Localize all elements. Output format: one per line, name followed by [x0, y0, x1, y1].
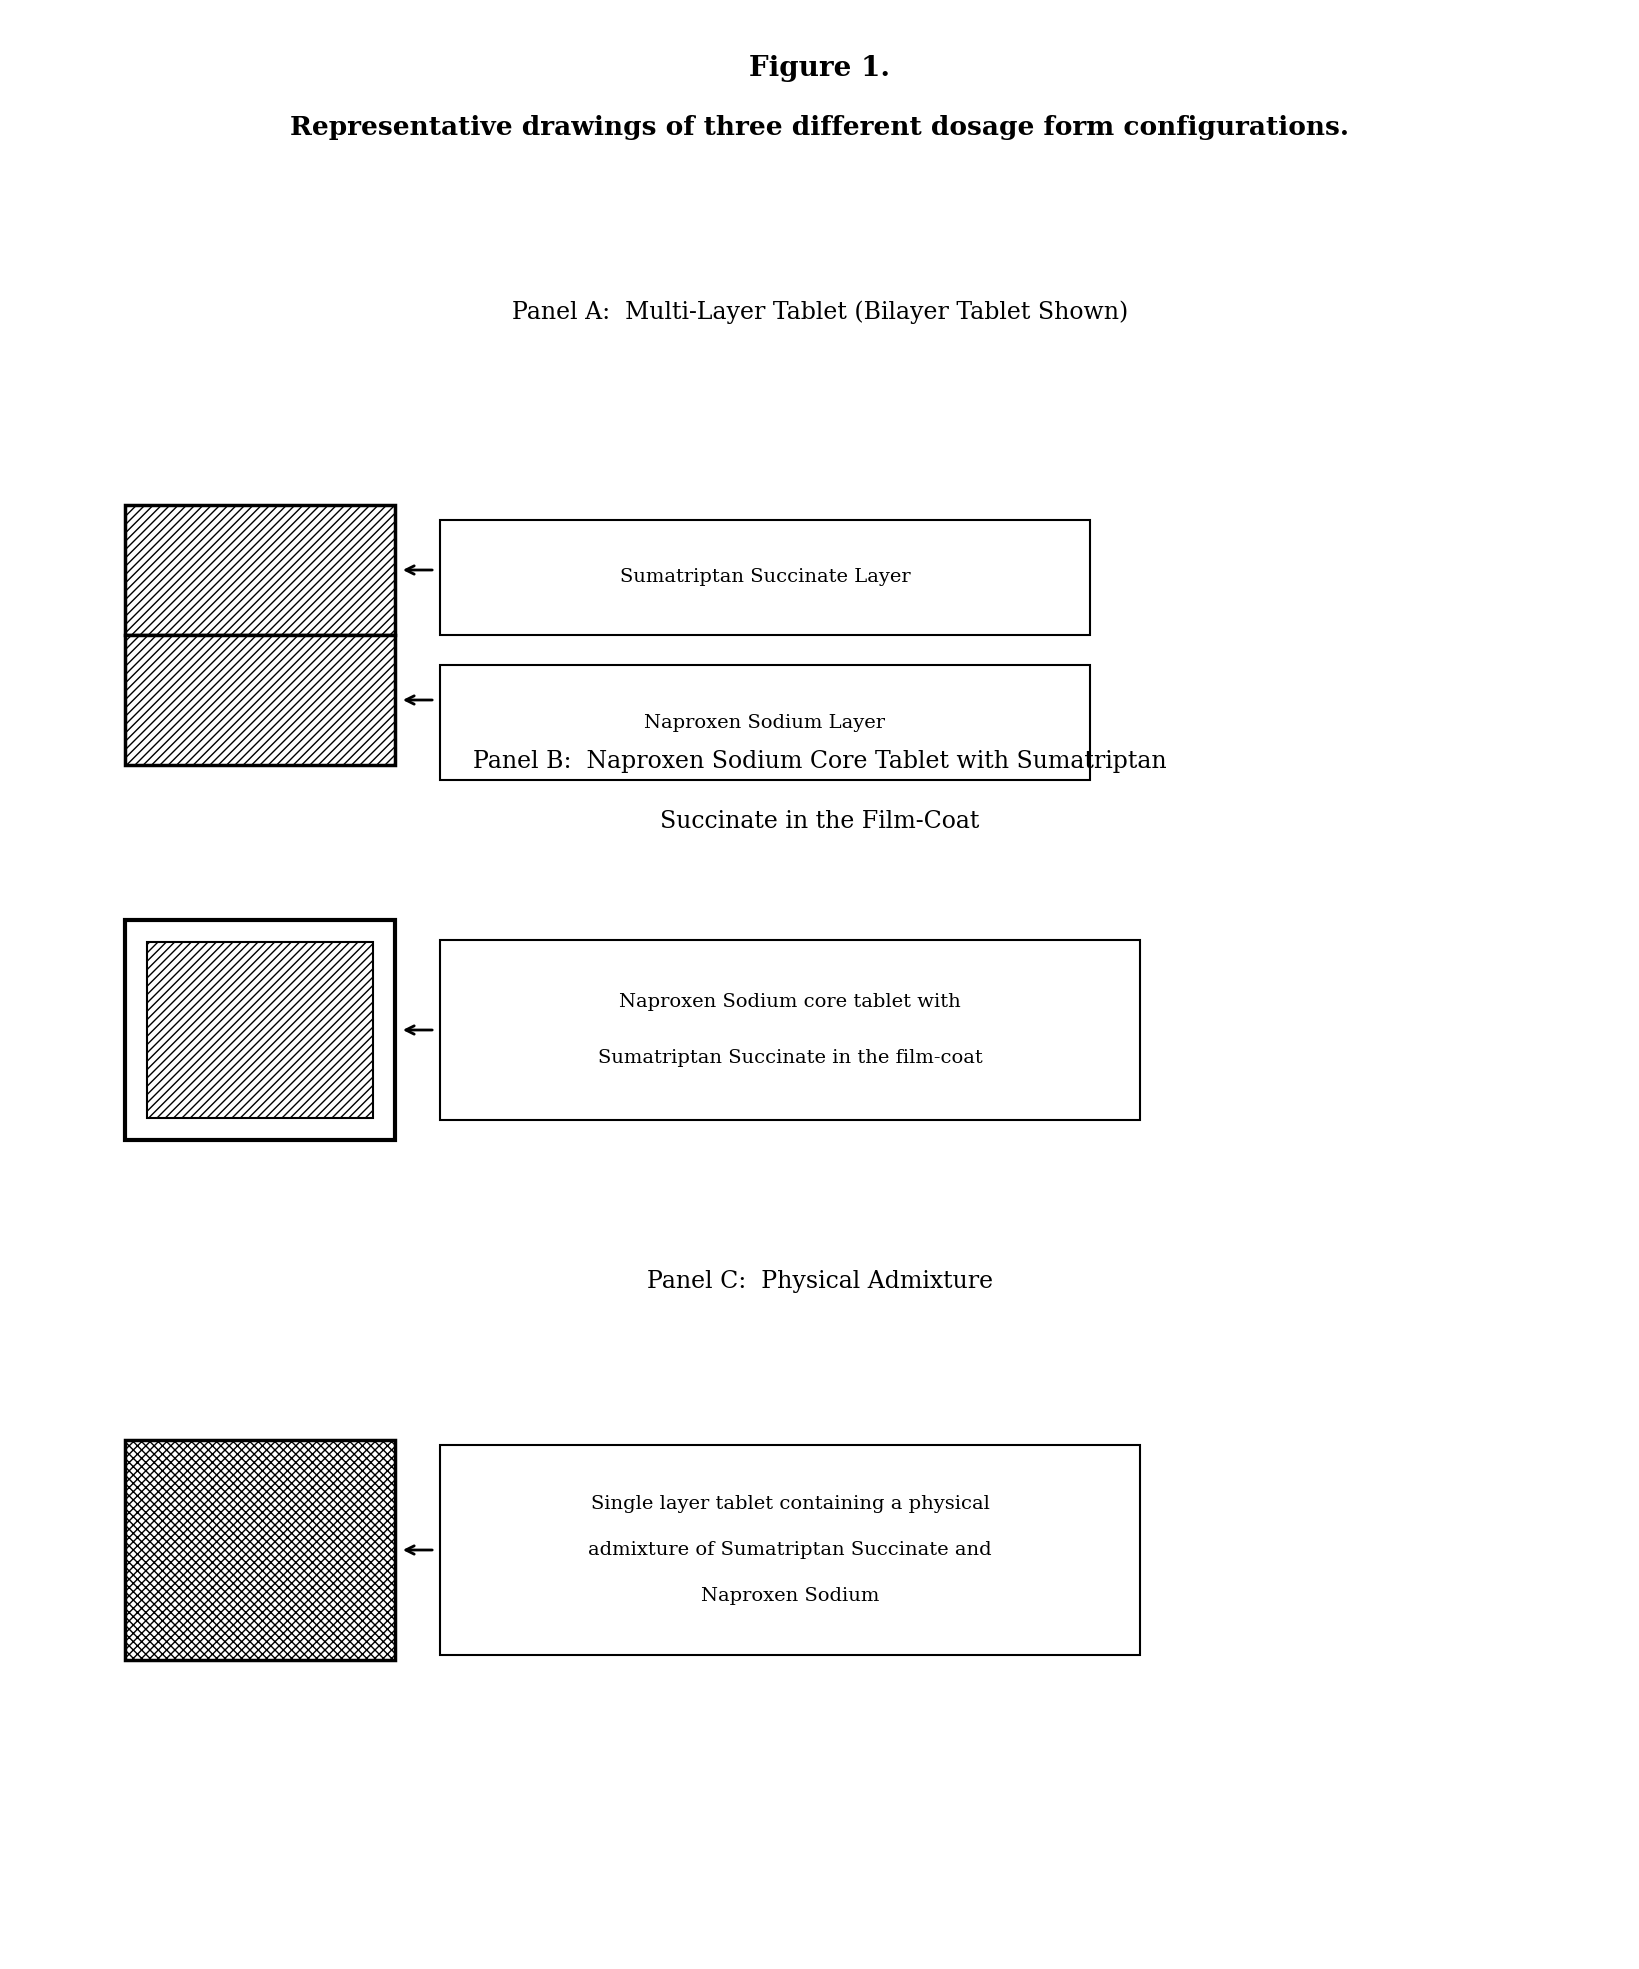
Text: Representative drawings of three different dosage form configurations.: Representative drawings of three differe… [290, 114, 1349, 140]
Text: Figure 1.: Figure 1. [749, 55, 890, 83]
Text: admixture of Sumatriptan Succinate and: admixture of Sumatriptan Succinate and [588, 1542, 992, 1559]
Text: Single layer tablet containing a physical: Single layer tablet containing a physica… [590, 1494, 988, 1512]
Bar [148, 941, 372, 1118]
Text: Sumatriptan Succinate Layer: Sumatriptan Succinate Layer [620, 569, 910, 587]
Text: Naproxen Sodium core tablet with: Naproxen Sodium core tablet with [620, 992, 960, 1010]
Bar [125, 504, 395, 634]
Text: Panel C:  Physical Admixture: Panel C: Physical Admixture [646, 1270, 993, 1294]
Bar [439, 1445, 1139, 1656]
Text: Sumatriptan Succinate in the film-coat: Sumatriptan Succinate in the film-coat [597, 1049, 982, 1067]
Text: Naproxen Sodium: Naproxen Sodium [700, 1587, 879, 1605]
Bar [439, 666, 1090, 780]
Bar [125, 1439, 395, 1660]
Text: Succinate in the Film-Coat: Succinate in the Film-Coat [661, 809, 978, 833]
Text: Naproxen Sodium Layer: Naproxen Sodium Layer [644, 713, 885, 732]
Bar [439, 939, 1139, 1120]
Bar [125, 920, 395, 1140]
Bar [125, 634, 395, 766]
Bar [439, 520, 1090, 634]
Text: Panel A:  Multi-Layer Tablet (Bilayer Tablet Shown): Panel A: Multi-Layer Tablet (Bilayer Tab… [511, 299, 1128, 323]
Text: Panel B:  Naproxen Sodium Core Tablet with Sumatriptan: Panel B: Naproxen Sodium Core Tablet wit… [474, 750, 1165, 774]
